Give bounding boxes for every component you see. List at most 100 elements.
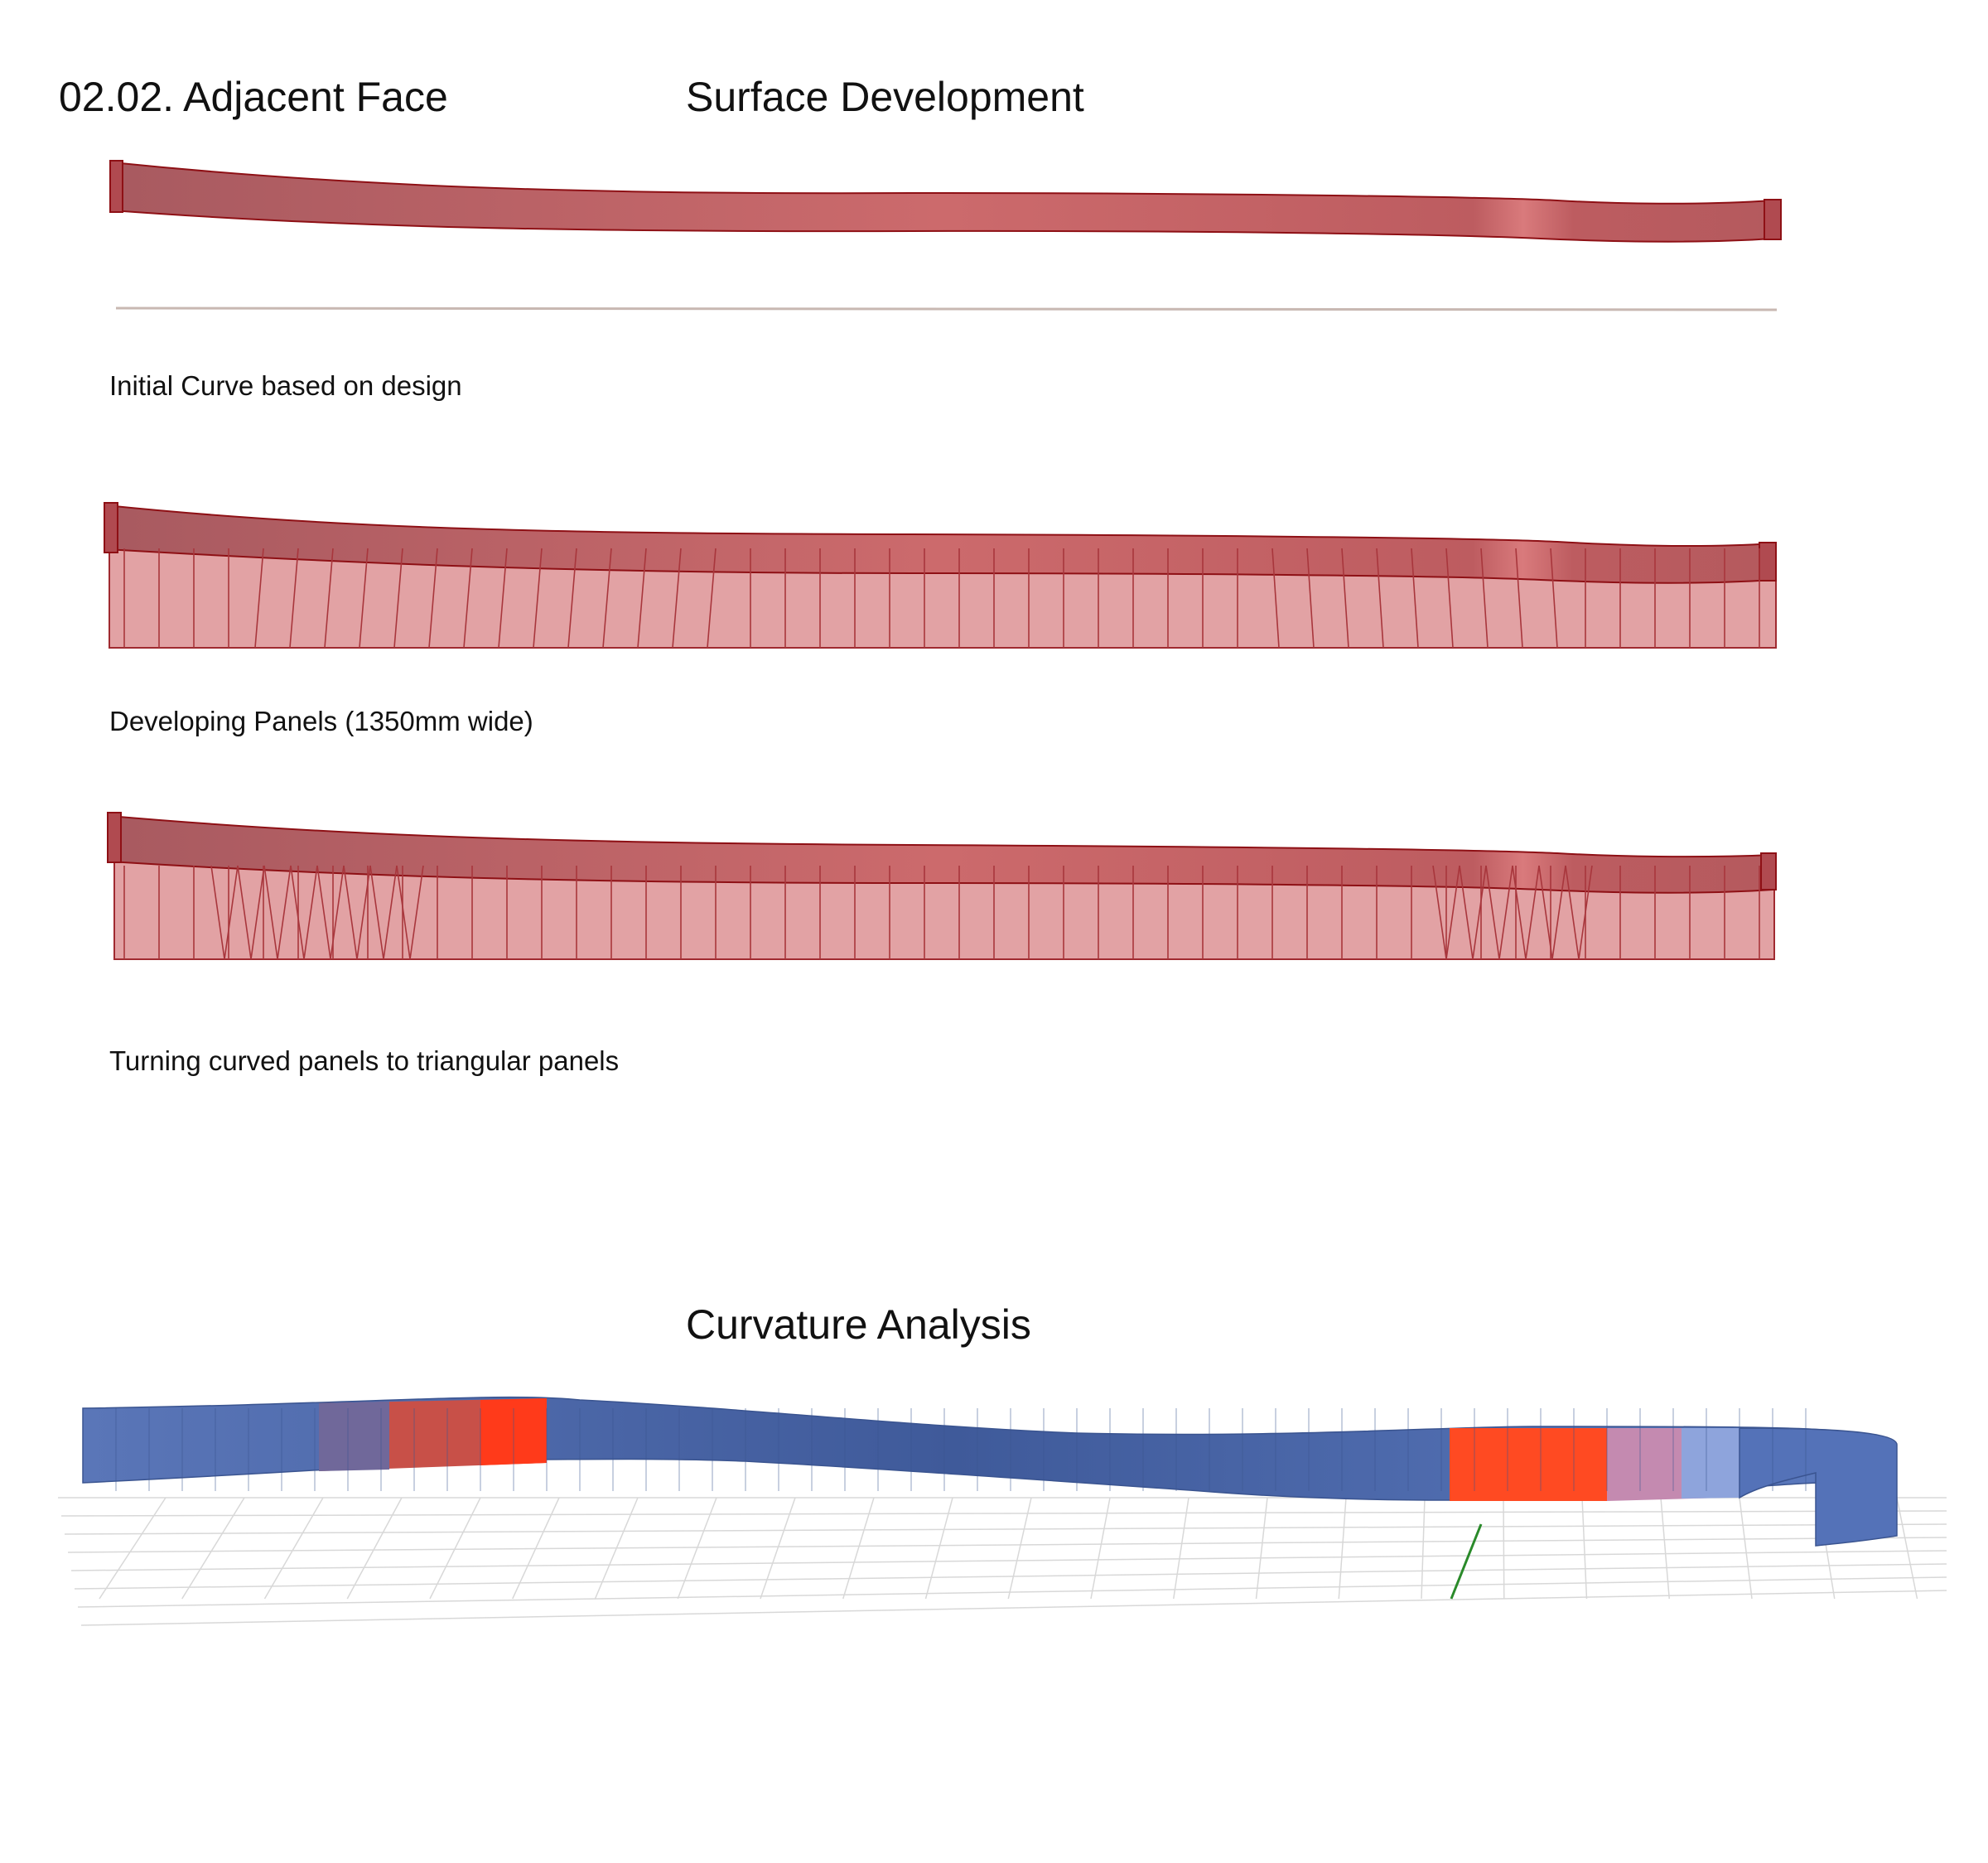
grid-line <box>512 1497 560 1600</box>
triangle-edge-line <box>316 865 331 960</box>
developing-panels-figure <box>104 502 1777 649</box>
panel-division-line <box>1341 548 1349 649</box>
triangle-edge-line <box>303 865 318 960</box>
panel-division-line <box>637 548 647 649</box>
panel-division-line <box>393 548 403 649</box>
caption-triangular-panels: Turning curved panels to triangular pane… <box>109 1045 620 1076</box>
panel-division-line <box>1445 548 1454 649</box>
panel-division-line <box>672 548 682 649</box>
grid-line <box>1090 1497 1111 1600</box>
triangle-edge-line <box>1525 865 1540 960</box>
ribbon-curl <box>1739 1427 1898 1547</box>
triangle-edge-line <box>1498 865 1513 960</box>
initial-surface-left-cap <box>109 160 123 213</box>
panel-division-line <box>602 548 612 649</box>
panel-division-line <box>359 548 369 649</box>
initial-surface-figure <box>109 160 1782 311</box>
grid-line <box>99 1497 166 1600</box>
grid-line <box>67 1537 1947 1553</box>
grid-line <box>1007 1497 1032 1600</box>
grid-line <box>1503 1497 1505 1600</box>
initial-curve-line <box>115 306 1778 311</box>
initial-surface-band <box>111 161 1773 243</box>
panel-division-line <box>463 548 473 649</box>
developed-left-cap <box>104 502 118 553</box>
z-axis-line <box>1450 1523 1483 1600</box>
panel-division-line <box>1480 548 1489 649</box>
panel-division-line <box>1376 548 1384 649</box>
panel-divisions <box>123 548 1760 649</box>
grid-line <box>1896 1497 1918 1600</box>
caption-developing-panels: Developing Panels (1350mm wide) <box>109 706 533 736</box>
panel-division-line <box>1411 548 1419 649</box>
triangle-edge-line <box>277 865 292 960</box>
curvature-analysis-title: Curvature Analysis <box>686 1301 1031 1348</box>
grid-line <box>924 1497 953 1600</box>
panel-division-line <box>428 548 438 649</box>
panel-division-line <box>1550 548 1558 649</box>
section-label: 02.02. Adjacent Face <box>59 74 448 120</box>
grid-line <box>842 1497 875 1600</box>
grid-line <box>760 1497 796 1600</box>
grid-line <box>1660 1497 1670 1600</box>
triangle-divisions <box>123 865 1760 960</box>
triangle-edge-line <box>1432 865 1447 960</box>
panel-division-line <box>1271 548 1280 649</box>
ribbon-divisions <box>115 1408 1807 1491</box>
grid-line <box>77 1576 1947 1608</box>
grid-line <box>594 1497 639 1600</box>
grid-line <box>80 1590 1947 1626</box>
triangle-edge-line <box>1512 865 1527 960</box>
panel-division-line <box>1306 548 1315 649</box>
triangulated-right-cap <box>1760 852 1777 890</box>
grid-line <box>1255 1497 1268 1600</box>
surface-development-title: Surface Development <box>686 74 1084 120</box>
grid-line <box>1581 1497 1588 1600</box>
grid-line <box>1739 1497 1753 1600</box>
grid-line <box>1338 1497 1347 1600</box>
triangle-edge-line <box>1538 865 1553 960</box>
triangle-edge-line <box>237 865 252 960</box>
curvature-analysis-figure <box>58 1396 1947 1626</box>
triangle-edge-line <box>330 865 345 960</box>
panel-division-line <box>289 548 299 649</box>
triangle-edge-line <box>1565 865 1580 960</box>
triangle-edge-line <box>409 865 424 960</box>
triangle-edge-line <box>396 865 411 960</box>
triangular-panels-figure <box>107 812 1777 960</box>
panel-division-line <box>533 548 543 649</box>
curvature-light-band <box>1682 1428 1740 1499</box>
ground-grid <box>58 1497 1947 1626</box>
triangle-edge-line <box>1485 865 1500 960</box>
triangle-edge-line <box>224 865 239 960</box>
triangle-edge-line <box>1578 865 1593 960</box>
grid-line <box>1421 1497 1426 1600</box>
triangle-edge-line <box>210 865 225 960</box>
grid-line <box>74 1563 1947 1590</box>
triangle-edge-line <box>1445 865 1460 960</box>
panel-division-line <box>254 548 264 649</box>
grid-line <box>70 1550 1947 1571</box>
triangle-edge-line <box>290 865 305 960</box>
triangle-edge-line <box>369 865 384 960</box>
triangle-edge-line <box>383 865 398 960</box>
grid-line <box>346 1497 403 1600</box>
grid-line <box>64 1523 1947 1535</box>
triangle-edge-line <box>343 865 358 960</box>
initial-surface-right-cap <box>1764 199 1782 240</box>
grid-line <box>677 1497 717 1600</box>
triangle-edge-line <box>250 865 265 960</box>
curvature-hotspot-right <box>1450 1428 1607 1501</box>
triangle-edge-line <box>1459 865 1474 960</box>
grid-line <box>429 1497 481 1600</box>
triangle-edge-line <box>1551 865 1566 960</box>
panel-division-line <box>707 548 717 649</box>
panel-division-line <box>498 548 508 649</box>
grid-line <box>181 1497 245 1600</box>
developed-right-cap <box>1759 542 1777 582</box>
panel-division-line <box>567 548 577 649</box>
caption-initial-curve: Initial Curve based on design <box>109 370 462 401</box>
grid-line <box>60 1510 1947 1517</box>
panel-division-line <box>1515 548 1523 649</box>
curvature-fade-left <box>319 1402 389 1471</box>
